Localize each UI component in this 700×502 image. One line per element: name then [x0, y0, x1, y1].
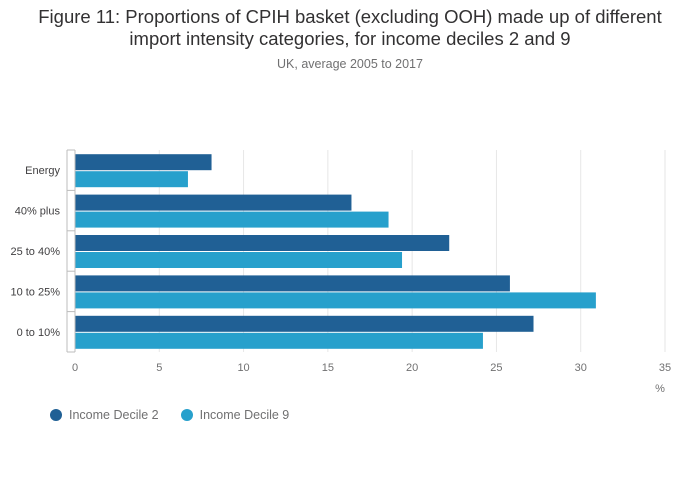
- chart-title-line-1: Figure 11: Proportions of CPIH basket (e…: [38, 6, 662, 27]
- bar-1-1: [75, 194, 352, 211]
- legend-swatch-series-1: [50, 409, 62, 421]
- legend: Income Decile 2 Income Decile 9: [50, 408, 289, 422]
- bar-2-0: [75, 171, 188, 188]
- x-axis-label: %: [655, 383, 665, 395]
- x-tick-label-10: 10: [237, 362, 249, 374]
- bar-2-4: [75, 332, 483, 349]
- chart-title-line-2: import intensity categories, for income …: [129, 28, 571, 49]
- x-tick-label-0: 0: [72, 362, 78, 374]
- x-tick-label-35: 35: [659, 362, 671, 374]
- x-tick-label-20: 20: [406, 362, 418, 374]
- y-tick-label-2: 25 to 40%: [10, 246, 60, 258]
- bar-chart: 0 5 10 15 20 25 30 35% Energy 40% plus 25 to 40% 10…: [10, 149, 671, 395]
- bar-1-2: [75, 235, 450, 251]
- bar-2-3: [75, 292, 596, 309]
- legend-item-series-2[interactable]: Income Decile 9: [180, 408, 290, 422]
- bar-1-4: [75, 315, 534, 332]
- bar-1-3: [75, 275, 510, 292]
- chart-title: Figure 11: Proportions of CPIH basket (e…: [0, 6, 700, 50]
- x-tick-label-30: 30: [575, 362, 587, 374]
- legend-label-series-2: Income Decile 9: [199, 408, 290, 422]
- y-tick-label-1: 40% plus: [15, 206, 61, 218]
- legend-label-series-1: Income Decile 2: [69, 408, 159, 422]
- legend-swatch-series-2: [180, 409, 193, 421]
- x-tick-label-15: 15: [322, 362, 334, 374]
- chart-subtitle: UK, average 2005 to 2017: [277, 57, 423, 71]
- x-tick-label-5: 5: [156, 362, 162, 374]
- y-tick-label-0: Energy: [25, 165, 60, 177]
- x-tick-label-25: 25: [490, 362, 502, 374]
- bar-2-2: [75, 252, 403, 268]
- bar-2-1: [75, 211, 389, 228]
- y-tick-label-3: 10 to 25%: [10, 286, 60, 298]
- legend-item-series-1[interactable]: Income Decile 2: [50, 408, 159, 422]
- y-tick-label-4: 0 to 10%: [17, 327, 61, 339]
- bar-1-0: [75, 154, 212, 171]
